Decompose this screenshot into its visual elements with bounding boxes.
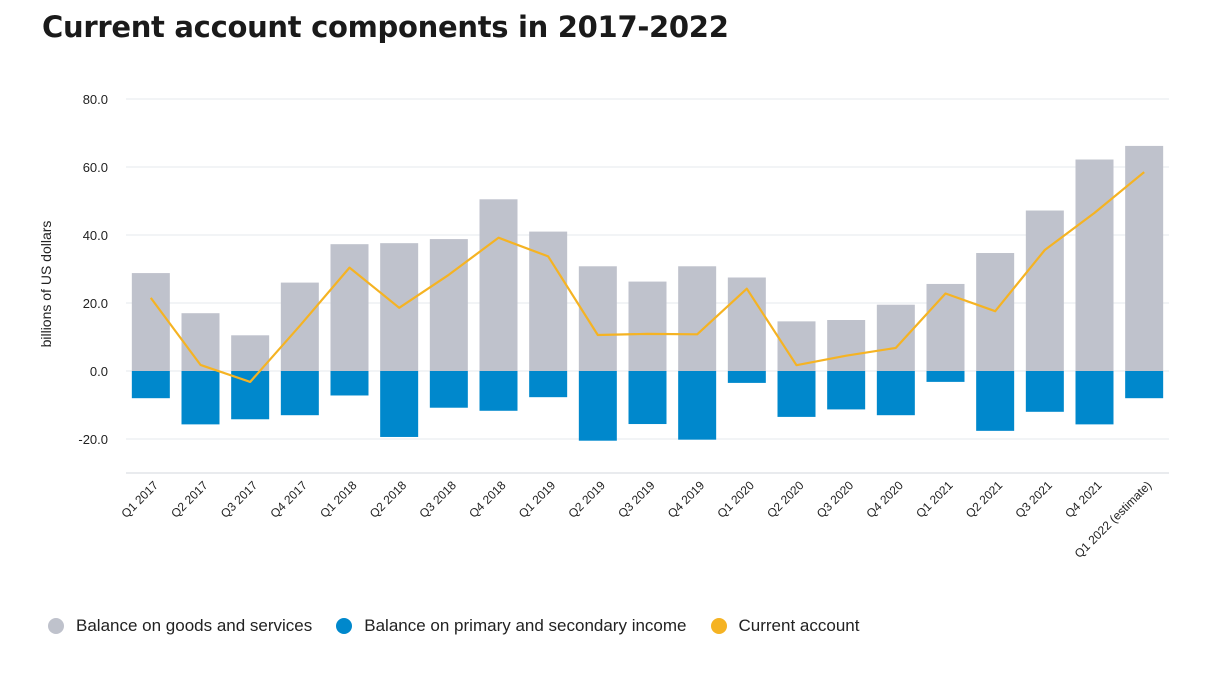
bar-goods-services <box>1075 159 1114 371</box>
legend-label-income: Balance on primary and secondary income <box>364 616 687 635</box>
bar-goods-services <box>231 335 270 371</box>
bar-goods-services <box>876 304 915 371</box>
bar-income <box>479 371 518 411</box>
bar-income <box>280 371 319 416</box>
bars <box>131 145 1164 441</box>
x-tick-label: Q2 2019 <box>565 478 608 521</box>
bar-income <box>976 371 1015 431</box>
bar-goods-services <box>429 239 468 371</box>
x-tick-label: Q4 2020 <box>863 478 906 521</box>
legend-item-income[interactable]: Balance on primary and secondary income <box>336 616 687 636</box>
bar-goods-services <box>578 266 617 371</box>
y-tick-label: 60.0 <box>83 160 108 175</box>
bar-income <box>181 371 220 425</box>
x-tick-label: Q1 2021 <box>913 478 956 521</box>
bar-goods-services <box>131 273 170 371</box>
legend-label-current-account: Current account <box>738 616 860 635</box>
bar-income <box>429 371 468 408</box>
bar-income <box>678 371 717 440</box>
bar-income <box>231 371 270 420</box>
current-account-polyline <box>149 171 1145 383</box>
legend-swatch-income <box>336 618 353 634</box>
x-axis-ticks: Q1 2017 Q2 2017 Q3 2017 Q4 2017 Q1 2018 Q2 20… <box>118 478 1154 561</box>
bar-income <box>330 371 369 396</box>
x-tick-label: Q2 2020 <box>764 478 807 521</box>
x-tick-label: Q1 2018 <box>317 478 360 521</box>
y-tick-label: 80.0 <box>83 92 108 107</box>
bar-goods-services <box>727 277 766 371</box>
y-tick-label: -20.0 <box>78 432 108 447</box>
bar-goods-services <box>678 266 717 371</box>
bar-income <box>529 371 568 398</box>
legend-label-goods-services: Balance on goods and services <box>76 616 313 635</box>
bar-income <box>131 371 170 399</box>
chart-title: Current account components in 2017-2022 <box>42 10 729 44</box>
x-tick-label: Q4 2018 <box>466 478 509 521</box>
bar-goods-services <box>479 199 518 371</box>
bar-goods-services <box>1125 145 1164 371</box>
x-tick-label: Q4 2019 <box>665 478 708 521</box>
legend-swatch-current-account <box>710 618 727 634</box>
bar-goods-services <box>181 313 220 371</box>
x-tick-label: Q4 2017 <box>267 478 310 521</box>
x-tick-label: Q3 2018 <box>416 478 459 521</box>
bar-income <box>777 371 816 417</box>
legend-item-goods-services[interactable]: Balance on goods and services <box>48 616 312 636</box>
bar-income <box>876 371 915 416</box>
x-tick-label: Q3 2019 <box>615 478 658 521</box>
bar-income <box>1125 371 1164 399</box>
bar-goods-services <box>827 320 866 371</box>
legend-item-current-account[interactable]: Current account <box>710 616 860 636</box>
y-axis-label: billions of US dollars <box>38 221 54 348</box>
chart-area: 80.0 60.0 40.0 20.0 0.0 -20.0 billions of US … <box>38 92 1169 561</box>
bar-income <box>1075 371 1114 425</box>
x-tick-label: Q3 2017 <box>218 478 261 521</box>
bar-goods-services <box>1025 210 1064 371</box>
legend-swatch-goods-services <box>48 618 64 634</box>
y-tick-label: 0.0 <box>90 364 108 379</box>
bar-income <box>926 371 965 382</box>
bar-income <box>1025 371 1064 412</box>
x-tick-label: Q2 2018 <box>367 478 410 521</box>
x-tick-label: Q1 2017 <box>118 478 161 521</box>
bar-income <box>578 371 617 441</box>
x-tick-label: Q1 2020 <box>714 478 757 521</box>
current-account-line <box>149 171 1145 383</box>
y-tick-label: 40.0 <box>83 228 108 243</box>
bar-income <box>380 371 419 437</box>
x-tick-label: Q1 2019 <box>516 478 559 521</box>
x-tick-label: Q2 2021 <box>963 478 1006 521</box>
bar-goods-services <box>926 283 965 371</box>
bar-goods-services <box>628 281 667 371</box>
x-tick-label: Q3 2021 <box>1012 478 1055 521</box>
x-tick-label: Q4 2021 <box>1062 478 1105 521</box>
x-tick-label: Q2 2017 <box>168 478 211 521</box>
y-tick-label: 20.0 <box>83 296 108 311</box>
bar-goods-services <box>529 231 568 371</box>
legend: Balance on goods and services Balance on… <box>48 616 883 636</box>
bar-goods-services <box>330 244 369 371</box>
bar-income <box>628 371 667 425</box>
y-axis-ticks: 80.0 60.0 40.0 20.0 0.0 -20.0 <box>78 92 108 447</box>
bar-income <box>827 371 866 410</box>
x-tick-label: Q3 2020 <box>814 478 857 521</box>
bar-income <box>727 371 766 383</box>
